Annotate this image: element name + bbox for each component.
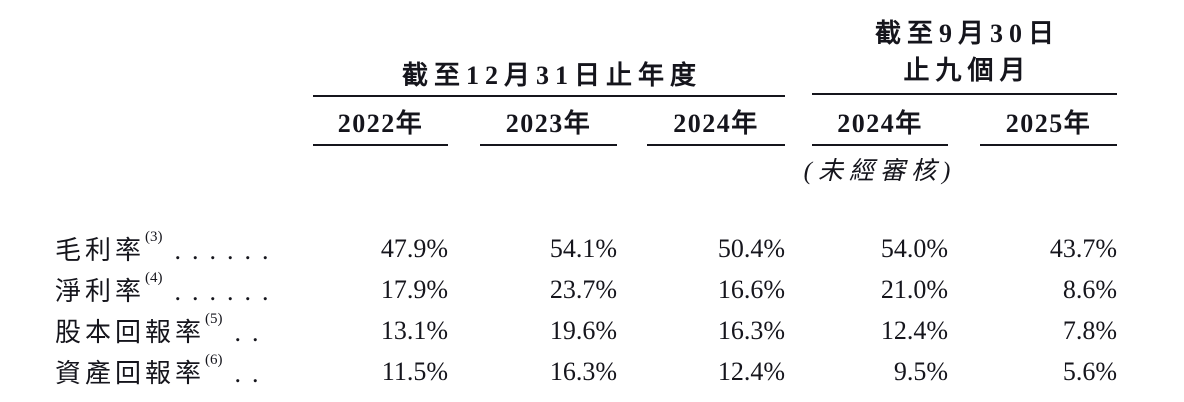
value-cell: 11.5% (381, 356, 448, 386)
value-cell: 16.3% (717, 315, 785, 345)
row-label-return-on-assets: 資產回報率(6).. (55, 353, 313, 390)
column-header-9m2024: 2024年 (812, 102, 948, 146)
value-cell: 12.4% (717, 356, 785, 386)
value-cell: 19.6% (549, 315, 617, 345)
row-label-text: 毛利率 (55, 236, 146, 265)
column-group-annual-title: 截至12月31日止年度 (401, 61, 702, 90)
column-header-fy2022: 2022年 (313, 102, 448, 146)
row-label-net-margin: 淨利率(4)...... (55, 271, 313, 308)
unaudited-note: (未經審核) (803, 158, 957, 185)
table-row-net-margin: 淨利率(4)...... 17.9% 23.7% 16.6% 21.0% 8.6… (0, 269, 1184, 310)
column-group-annual: 截至12月31日止年度 (313, 55, 785, 97)
value-cell: 23.7% (549, 274, 617, 304)
value-cell: 16.3% (549, 356, 617, 386)
footnote-marker: (6) (205, 353, 223, 369)
dot-leader: ...... (174, 277, 280, 306)
value-cell: 5.6% (1062, 356, 1117, 386)
row-label-return-on-equity: 股本回報率(5).. (55, 312, 313, 349)
value-cell: 13.1% (380, 315, 448, 345)
table-body: 毛利率(3)...... 47.9% 54.1% 50.4% 54.0% 43.… (0, 228, 1184, 392)
value-cell: 50.4% (717, 233, 785, 263)
column-group-nine-months: 截至9月30日 止九個月 (812, 11, 1117, 95)
value-cell: 43.7% (1049, 233, 1117, 263)
value-cell: 7.8% (1062, 315, 1117, 345)
footnote-marker: (5) (205, 312, 223, 328)
dot-leader: .. (234, 359, 270, 388)
value-cell: 47.9% (380, 233, 448, 263)
row-label-gross-margin: 毛利率(3)...... (55, 230, 313, 267)
footnote-marker: (3) (145, 230, 163, 246)
column-header-fy2023: 2023年 (480, 102, 617, 146)
value-cell: 17.9% (380, 274, 448, 304)
row-label-text: 股本回報率 (55, 318, 206, 347)
dot-leader: .. (234, 318, 270, 347)
column-header-fy2024: 2024年 (647, 102, 785, 146)
column-header-9m2025: 2025年 (980, 102, 1117, 146)
value-cell: 21.0% (880, 274, 948, 304)
value-cell: 54.0% (880, 233, 948, 263)
dot-leader: ...... (174, 236, 280, 265)
table-row-return-on-equity: 股本回報率(5).. 13.1% 19.6% 16.3% 12.4% 7.8% (0, 310, 1184, 351)
value-cell: 54.1% (549, 233, 617, 263)
value-cell: 9.5% (893, 356, 948, 386)
row-label-text: 淨利率 (55, 277, 146, 306)
table-row-return-on-assets: 資產回報率(6).. 11.5% 16.3% 12.4% 9.5% 5.6% (0, 351, 1184, 392)
value-cell: 16.6% (717, 274, 785, 304)
value-cell: 12.4% (880, 315, 948, 345)
column-group-nine-months-title-line-2: 止九個月 (903, 56, 1032, 85)
column-group-nine-months-title-line-1: 截至9月30日 (874, 19, 1060, 48)
value-cell: 8.6% (1062, 274, 1117, 304)
row-label-text: 資產回報率 (55, 359, 206, 388)
footnote-marker: (4) (145, 271, 163, 287)
table-row-gross-margin: 毛利率(3)...... 47.9% 54.1% 50.4% 54.0% 43.… (0, 228, 1184, 269)
